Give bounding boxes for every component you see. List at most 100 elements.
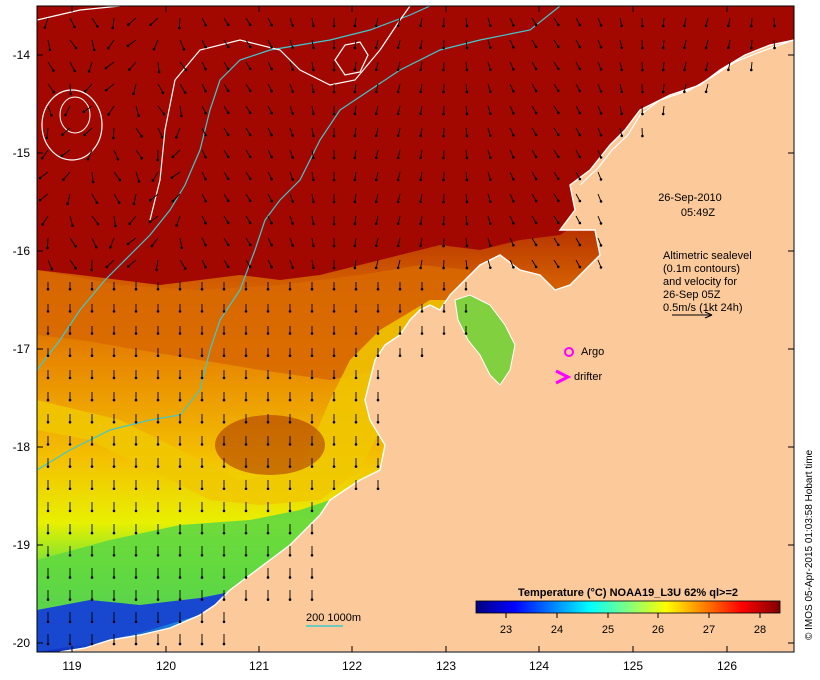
- velocity-arrow-head: [64, 113, 67, 117]
- velocity-arrow: [223, 127, 229, 136]
- velocity-arrow: [619, 61, 623, 70]
- velocity-arrow-head: [641, 134, 644, 138]
- longitude-labels: 119 120 121 122 123 124 125 126: [62, 659, 737, 673]
- velocity-arrow: [245, 61, 251, 70]
- velocity-arrow-head: [266, 553, 270, 557]
- velocity-arrow: [487, 237, 491, 246]
- velocity-arrow: [509, 215, 514, 224]
- velocity-arrow-head: [310, 310, 314, 313]
- velocity-arrow-head: [310, 487, 314, 491]
- velocity-arrow-head: [512, 243, 515, 247]
- velocity-arrow-head: [578, 199, 582, 203]
- velocity-arrow-head: [90, 310, 94, 313]
- velocity-arrow-head: [204, 45, 207, 49]
- velocity-arrow: [47, 39, 51, 50]
- velocity-arrow-head: [727, 46, 730, 50]
- velocity-arrow-head: [46, 509, 50, 513]
- velocity-arrow-head: [112, 136, 115, 140]
- velocity-arrow-head: [727, 68, 730, 72]
- lon-tick-label: 123: [436, 659, 456, 673]
- velocity-arrow-head: [178, 332, 182, 335]
- velocity-arrow-head: [222, 620, 226, 624]
- velocity-arrow-head: [291, 244, 294, 247]
- velocity-arrow-head: [353, 24, 357, 28]
- velocity-arrow-head: [68, 576, 72, 579]
- velocity-arrow-head: [354, 443, 358, 446]
- velocity-arrow-head: [107, 113, 110, 116]
- velocity-arrow-head: [376, 465, 380, 468]
- velocity-arrow-head: [270, 199, 273, 203]
- velocity-arrow: [39, 171, 49, 179]
- velocity-arrow-head: [90, 487, 94, 491]
- velocity-arrow-head: [332, 310, 336, 313]
- velocity-arrow: [531, 17, 537, 26]
- velocity-arrow: [597, 215, 602, 224]
- velocity-arrow-head: [204, 67, 207, 71]
- velocity-arrow-head: [353, 46, 357, 50]
- velocity-arrow: [267, 83, 273, 92]
- velocity-arrow-head: [200, 620, 204, 624]
- velocity-arrow-head: [180, 114, 183, 118]
- velocity-arrow: [509, 39, 514, 48]
- velocity-arrow-head: [488, 46, 492, 49]
- velocity-arrow-head: [66, 202, 69, 206]
- velocity-arrow-head: [112, 443, 116, 446]
- velocity-arrow-head: [46, 487, 50, 491]
- velocity-arrow-head: [376, 287, 380, 291]
- velocity-arrow-head: [396, 112, 400, 116]
- velocity-arrow: [47, 259, 53, 270]
- velocity-arrow-head: [109, 246, 112, 249]
- velocity-arrow-head: [73, 69, 76, 73]
- velocity-arrow-head: [488, 244, 492, 247]
- velocity-arrow-head: [465, 68, 469, 72]
- velocity-arrow-head: [244, 398, 248, 402]
- isobath-1000m: [37, 6, 561, 471]
- velocity-arrow-head: [534, 155, 538, 159]
- velocity-arrow-head: [419, 46, 422, 50]
- velocity-arrow-head: [270, 221, 273, 225]
- velocity-arrow-head: [599, 178, 603, 181]
- velocity-arrow: [705, 61, 709, 70]
- velocity-arrow: [619, 83, 623, 92]
- velocity-arrow-head: [556, 67, 560, 71]
- velocity-arrow-head: [419, 244, 422, 248]
- velocity-arrow: [289, 83, 294, 92]
- velocity-arrow-head: [134, 553, 138, 557]
- velocity-arrow: [84, 127, 93, 136]
- velocity-arrow-head: [248, 45, 252, 49]
- velocity-arrow-head: [332, 487, 336, 491]
- velocity-arrow: [311, 215, 314, 224]
- velocity-arrow-head: [156, 376, 160, 380]
- velocity-arrow-head: [266, 531, 270, 535]
- velocity-arrow-head: [641, 46, 644, 50]
- velocity-arrow: [397, 39, 401, 48]
- velocity-arrow-head: [222, 531, 226, 535]
- velocity-arrow: [91, 171, 94, 182]
- velocity-arrow-head: [310, 598, 314, 601]
- velocity-arrow-head: [46, 531, 50, 535]
- velocity-arrow-head: [244, 531, 248, 535]
- green-water: [37, 500, 340, 610]
- velocity-arrow-head: [374, 46, 378, 50]
- velocity-arrow-head: [266, 443, 270, 446]
- sealevel-contour-1: [37, 6, 121, 21]
- velocity-arrow: [420, 237, 423, 246]
- velocity-arrow-head: [248, 155, 252, 159]
- velocity-arrow: [509, 259, 514, 268]
- velocity-arrow-head: [178, 509, 182, 513]
- velocity-arrow-head: [312, 178, 315, 182]
- colorbar: Temperature (°C) NOAA19_L3U 62% ql>=2 23…: [475, 587, 781, 636]
- velocity-arrow-head: [442, 287, 446, 291]
- velocity-arrow-head: [353, 90, 357, 94]
- velocity-arrow-head: [204, 221, 207, 225]
- velocity-arrow-head: [353, 178, 357, 182]
- velocity-arrow-head: [68, 332, 72, 335]
- velocity-arrow-head: [512, 265, 515, 269]
- sealevel-contour-2: [149, 6, 411, 221]
- velocity-arrow: [420, 149, 423, 158]
- velocity-arrow: [44, 17, 49, 28]
- velocity-arrow: [46, 127, 49, 138]
- velocity-arrow-head: [156, 620, 160, 624]
- velocity-arrow-head: [749, 68, 753, 72]
- velocity-arrow-head: [312, 90, 315, 94]
